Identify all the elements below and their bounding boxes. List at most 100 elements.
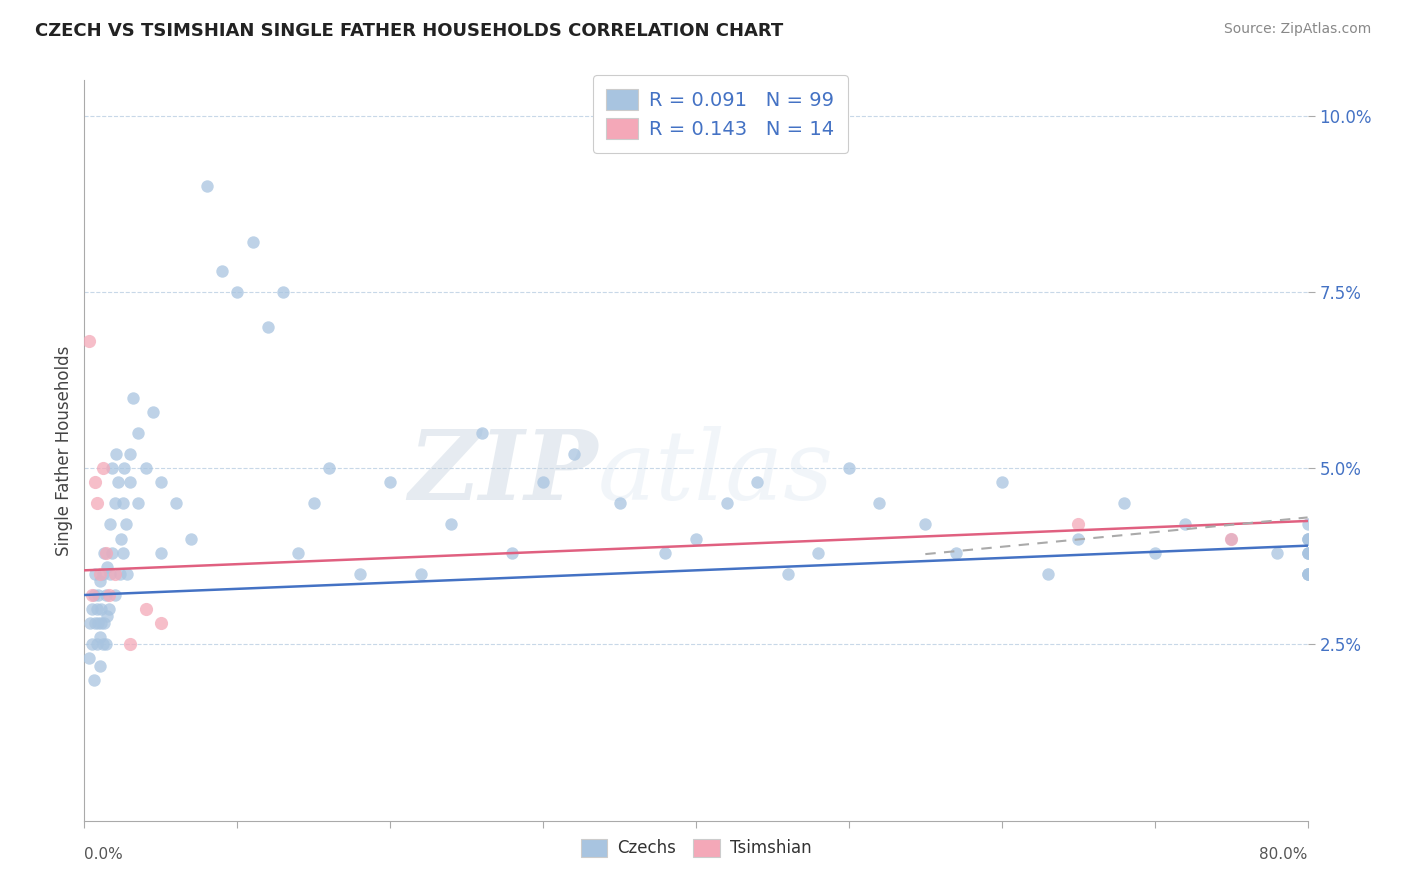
Point (114, 517, 136, 532)
Point (165, 496, 187, 510)
Point (105, 447, 128, 461)
Point (80, 588, 103, 602)
Point (120, 475, 142, 490)
Point (257, 320, 280, 334)
Point (94, 637, 117, 651)
Point (86, 496, 108, 510)
Point (96, 559, 118, 574)
Point (110, 532, 132, 546)
Point (80, 602, 103, 616)
Point (838, 461, 860, 475)
Point (1296, 566, 1319, 581)
Point (84, 616, 107, 631)
Point (89, 630, 111, 644)
Point (122, 391, 145, 405)
Point (991, 475, 1014, 490)
Point (1296, 566, 1319, 581)
Legend: Czechs, Tsimshian: Czechs, Tsimshian (574, 832, 818, 864)
Point (149, 475, 172, 490)
Point (1296, 546, 1319, 560)
Point (1174, 517, 1197, 532)
Point (104, 566, 127, 581)
Point (945, 546, 967, 560)
Point (91, 566, 114, 581)
Point (409, 566, 432, 581)
Point (127, 425, 149, 440)
Point (80, 637, 103, 651)
Point (149, 546, 172, 560)
Point (86, 602, 108, 616)
Point (149, 616, 172, 631)
Point (135, 602, 157, 616)
Point (1296, 532, 1319, 546)
Point (807, 546, 830, 560)
Point (104, 496, 127, 510)
Text: CZECH VS TSIMSHIAN SINGLE FATHER HOUSEHOLDS CORRELATION CHART: CZECH VS TSIMSHIAN SINGLE FATHER HOUSEHO… (35, 22, 783, 40)
Point (531, 475, 554, 490)
Text: 0.0%: 0.0% (84, 847, 124, 862)
Point (609, 496, 631, 510)
Point (271, 285, 294, 299)
Y-axis label: Single Father Households: Single Father Households (55, 345, 73, 556)
Point (440, 517, 463, 532)
Point (211, 263, 233, 277)
Point (1296, 532, 1319, 546)
Point (1067, 532, 1090, 546)
Text: atlas: atlas (598, 425, 834, 520)
Text: Source: ZipAtlas.com: Source: ZipAtlas.com (1223, 22, 1371, 37)
Text: ZIP: ZIP (409, 425, 598, 520)
Point (1296, 532, 1319, 546)
Point (94, 546, 117, 560)
Point (90, 602, 112, 616)
Point (471, 425, 494, 440)
Point (1143, 546, 1166, 560)
Point (89, 574, 111, 588)
Point (142, 405, 165, 419)
Point (86, 637, 108, 651)
Point (226, 285, 249, 299)
Point (685, 532, 707, 546)
Point (97, 588, 120, 602)
Point (84, 566, 107, 581)
Point (108, 566, 131, 581)
Point (502, 546, 524, 560)
Point (97, 602, 120, 616)
Point (77, 334, 100, 348)
Point (1220, 532, 1243, 546)
Point (107, 475, 129, 490)
Point (94, 588, 117, 602)
Point (111, 496, 134, 510)
Point (98, 517, 121, 532)
Point (380, 475, 402, 490)
Point (79, 616, 101, 631)
Point (87, 588, 110, 602)
Point (83, 673, 105, 687)
Point (318, 461, 340, 475)
Point (93, 546, 115, 560)
Point (135, 461, 157, 475)
Point (93, 616, 115, 631)
Text: 80.0%: 80.0% (1260, 847, 1308, 862)
Point (96, 609, 118, 624)
Point (84, 475, 107, 490)
Point (180, 532, 202, 546)
Point (90, 616, 112, 631)
Point (869, 496, 891, 510)
Point (195, 179, 218, 194)
Point (111, 546, 134, 560)
Point (1296, 546, 1319, 560)
Point (914, 517, 936, 532)
Point (91, 637, 114, 651)
Point (1114, 496, 1136, 510)
Point (87, 616, 110, 631)
Point (83, 588, 105, 602)
Point (101, 461, 124, 475)
Point (1265, 546, 1288, 560)
Point (1220, 532, 1243, 546)
Point (562, 447, 585, 461)
Point (1296, 566, 1319, 581)
Point (127, 496, 149, 510)
Point (101, 546, 124, 560)
Point (98, 566, 121, 581)
Point (89, 566, 111, 581)
